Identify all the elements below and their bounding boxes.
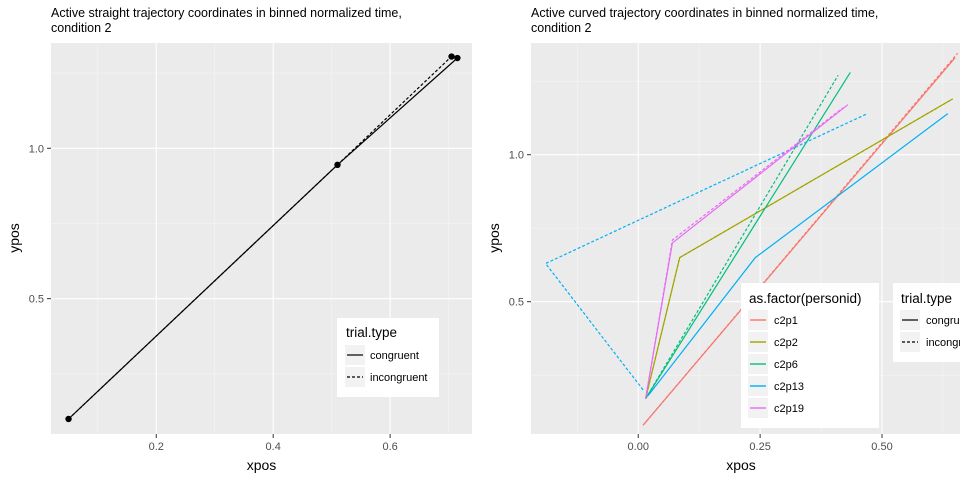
right-legend-trial-title: trial.type bbox=[901, 291, 952, 306]
left-x-axis-title: xpos bbox=[247, 457, 277, 473]
left-markers bbox=[65, 53, 461, 423]
right-x-axis-title: xpos bbox=[726, 457, 756, 473]
right-legend-person-label-c2p13: c2p13 bbox=[774, 381, 804, 393]
left-legend: trial.type congruent incongruent bbox=[337, 318, 439, 397]
left-x-ticks: 0.2 0.4 0.6 bbox=[149, 434, 398, 453]
right-legend-trial: trial.type congruent incongruent bbox=[893, 283, 960, 362]
right-legend-trial-label-incongruent: incongruent bbox=[926, 337, 960, 349]
left-y-tick-label: 1.0 bbox=[29, 143, 44, 155]
right-legend-person-label-c2p2: c2p2 bbox=[774, 337, 798, 349]
left-y-axis-title: ypos bbox=[6, 223, 22, 253]
left-x-tick-label: 0.6 bbox=[382, 441, 397, 453]
left-chart-title-line-1: Active straight trajectory coordinates i… bbox=[51, 6, 402, 20]
left-legend-label-congruent: congruent bbox=[370, 350, 419, 362]
right-chart: Active curved trajectory coordinates in … bbox=[486, 6, 960, 473]
left-y-tick-label: 0.5 bbox=[29, 294, 44, 306]
right-x-tick-label: 0.50 bbox=[871, 441, 892, 453]
right-y-ticks: 0.5 1.0 bbox=[509, 150, 531, 309]
right-y-axis-title: ypos bbox=[486, 223, 502, 253]
right-legend-person-title: as.factor(personid) bbox=[749, 291, 862, 306]
right-series-line-c2p6-congruent bbox=[645, 72, 851, 400]
right-series-line-c2p2-incongruent bbox=[645, 98, 954, 399]
right-y-tick-label: 1.0 bbox=[509, 150, 524, 162]
right-x-tick-label: 0.25 bbox=[749, 441, 770, 453]
right-series-lines bbox=[544, 52, 959, 426]
right-series-line-c2p1-incongruent bbox=[642, 52, 959, 426]
left-data-point bbox=[454, 54, 461, 62]
right-legend-person-label-c2p19: c2p19 bbox=[774, 403, 804, 415]
right-series-line-c2p19-incongruent bbox=[645, 107, 844, 399]
right-chart-title-line-1: Active curved trajectory coordinates in … bbox=[531, 6, 878, 20]
left-data-point bbox=[65, 415, 72, 423]
right-legend-trial-label-congruent: congruent bbox=[926, 315, 960, 327]
right-series-line-c2p13-incongruent bbox=[544, 113, 868, 391]
left-x-tick-label: 0.4 bbox=[266, 441, 281, 453]
left-data-point bbox=[334, 161, 341, 169]
right-legend-person-label-c2p6: c2p6 bbox=[774, 359, 798, 371]
right-series-line-c2p13-congruent bbox=[647, 113, 949, 397]
right-x-tick-label: 0.00 bbox=[628, 441, 649, 453]
right-chart-title-line-2: condition 2 bbox=[531, 21, 592, 35]
left-y-ticks: 0.5 1.0 bbox=[29, 143, 51, 306]
left-legend-title: trial.type bbox=[346, 325, 397, 340]
right-legend-person: as.factor(personid) c2p1c2p2c2p6c2p13c2p… bbox=[741, 283, 879, 428]
right-legend-person-entries: c2p1 c2p2 c2p6 c2p13 c2p19 bbox=[748, 310, 804, 418]
left-data-point bbox=[448, 53, 455, 60]
right-series-line-c2p6-incongruent bbox=[645, 74, 839, 400]
left-legend-label-incongruent: incongruent bbox=[370, 372, 428, 384]
left-chart-title-line-2: condition 2 bbox=[51, 21, 112, 35]
right-legend-person-label-c2p1: c2p1 bbox=[774, 315, 798, 327]
left-x-tick-label: 0.2 bbox=[149, 441, 164, 453]
right-x-ticks: 0.00 0.25 0.50 bbox=[628, 434, 893, 453]
right-y-tick-label: 0.5 bbox=[509, 297, 524, 309]
left-chart: Active straight trajectory coordinates i… bbox=[6, 6, 472, 473]
